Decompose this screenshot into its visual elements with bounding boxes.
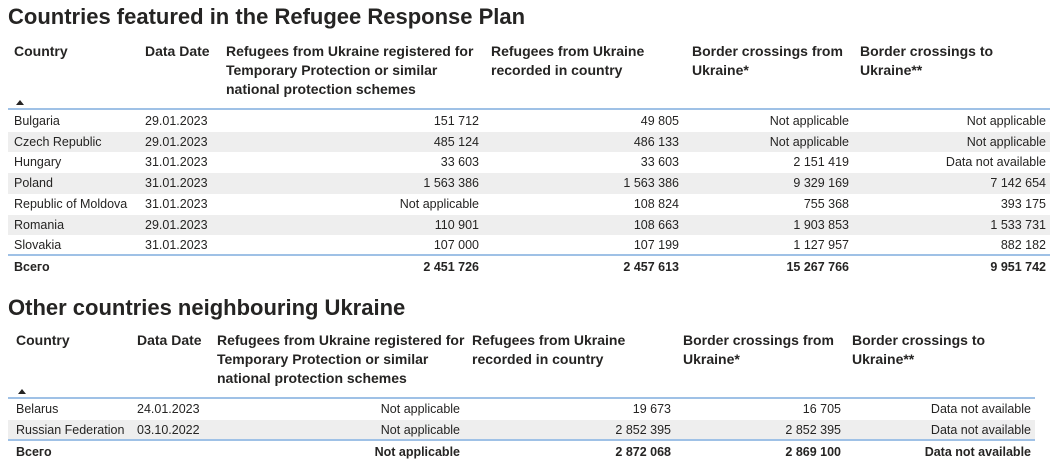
table-cell: Data not available (945, 155, 1046, 170)
table-cell: 7 142 654 (990, 176, 1046, 191)
total-rule (8, 254, 1050, 256)
table-cell: Republic of Moldova (14, 196, 128, 211)
table-cell: 31.01.2023 (145, 196, 208, 211)
column-header: Border crossings to Ukraine** (852, 332, 986, 367)
table-cell: 755 368 (803, 196, 849, 211)
table-cell: 24.01.2023 (137, 402, 200, 416)
table-cell: 1 903 853 (793, 217, 849, 232)
table-cell: 108 824 (633, 196, 679, 211)
table-cell: Not applicable (966, 134, 1046, 149)
column-header: Border crossings to Ukraine** (860, 43, 994, 78)
table-cell: 49 805 (640, 114, 679, 128)
table-cell: 2 852 395 (615, 422, 671, 437)
table-cell: Poland (14, 176, 53, 191)
table-cell: 1 563 386 (623, 176, 679, 191)
table-cell: 2 151 419 (793, 155, 849, 170)
table-cell: Data not available (930, 422, 1031, 437)
table-cell: 29.01.2023 (145, 217, 208, 232)
table-cell: Not applicable (966, 114, 1046, 128)
table-cell: 1 127 957 (793, 238, 849, 253)
table-cell: Belarus (16, 402, 59, 416)
table-cell: 1 563 386 (423, 176, 479, 191)
table-cell: 33 603 (640, 155, 679, 170)
row-band (8, 173, 1050, 194)
column-header: Refugees from Ukraine recorded in countr… (472, 332, 626, 367)
column-header: Refugees from Ukraine recorded in countr… (491, 43, 645, 78)
table-cell: Russian Federation (16, 422, 125, 437)
column-header: Refugees from Ukraine registered for Tem… (226, 43, 474, 97)
header-rule (8, 108, 1050, 110)
table-cell: 31.01.2023 (145, 155, 208, 170)
total-cell: Data not available (924, 445, 1031, 459)
table-cell: Data not available (930, 402, 1031, 416)
table-cell: 19 673 (632, 402, 671, 416)
table-cell: Not applicable (769, 134, 849, 149)
table-cell: 1 533 731 (990, 217, 1046, 232)
total-cell: Всего (16, 445, 52, 459)
table-cell: Bulgaria (14, 114, 60, 128)
table-cell: Not applicable (769, 114, 849, 128)
table-cell: 393 175 (1000, 196, 1046, 211)
table-cell: Not applicable (380, 422, 460, 437)
table-cell: Slovakia (14, 238, 62, 253)
table-cell: Not applicable (380, 402, 460, 416)
table-cell: 486 133 (633, 134, 679, 149)
total-rule (8, 439, 1035, 441)
table-cell: 108 663 (633, 217, 679, 232)
column-header: Data Date (137, 332, 202, 348)
total-cell: Всего (14, 260, 50, 274)
table-cell: 2 852 395 (785, 422, 841, 437)
table-cell: 29.01.2023 (145, 134, 208, 149)
row-band (8, 131, 1050, 153)
table-cell: 16 705 (802, 402, 841, 416)
total-cell: 9 951 742 (990, 260, 1046, 274)
column-header: Country (14, 43, 68, 59)
section-title: Countries featured in the Refugee Respon… (8, 4, 526, 29)
table-cell: Not applicable (399, 196, 479, 211)
row-band (8, 419, 1035, 441)
total-cell: 2 457 613 (623, 260, 679, 274)
column-header: Data Date (145, 43, 210, 59)
sort-arrow (16, 100, 24, 105)
section-title: Other countries neighbouring Ukraine (8, 295, 406, 320)
table-cell: 107 000 (433, 238, 479, 253)
total-cell: Not applicable (374, 445, 460, 459)
table-cell: 151 712 (433, 114, 479, 128)
table-cell: 31.01.2023 (145, 238, 208, 253)
total-cell: 2 869 100 (785, 445, 841, 459)
column-header: Refugees from Ukraine registered for Tem… (217, 332, 465, 386)
column-header: Country (16, 332, 70, 348)
table-cell: Hungary (14, 155, 62, 170)
total-cell: 2 451 726 (423, 260, 479, 274)
table-cell: 29.01.2023 (145, 114, 208, 128)
total-cell: 15 267 766 (786, 260, 849, 274)
table-cell: 485 124 (433, 134, 479, 149)
table-cell: 33 603 (440, 155, 479, 170)
header-rule (8, 397, 1035, 399)
sort-arrow (18, 389, 26, 394)
row-band (8, 214, 1050, 236)
column-header: Border crossings from Ukraine* (692, 43, 843, 78)
table-cell: 882 182 (1000, 238, 1046, 253)
table-cell: Czech Republic (14, 134, 102, 149)
table-cell: 110 901 (434, 217, 479, 232)
table-cell: 107 199 (633, 238, 679, 253)
table-cell: 31.01.2023 (145, 176, 208, 191)
table-cell: 03.10.2022 (137, 422, 200, 437)
table-cell: Romania (14, 217, 65, 232)
table-cell: 9 329 169 (793, 176, 849, 191)
column-header: Border crossings from Ukraine* (683, 332, 834, 367)
total-cell: 2 872 068 (615, 445, 671, 459)
